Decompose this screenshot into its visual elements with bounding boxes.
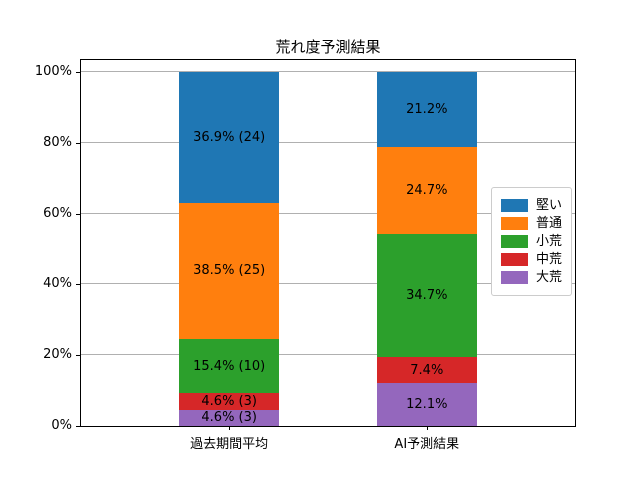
x-tick-mark bbox=[426, 426, 428, 430]
y-tick-label: 0% bbox=[51, 418, 72, 433]
y-tick-label: 60% bbox=[43, 205, 72, 221]
x-tick-mark bbox=[229, 426, 231, 430]
gridline bbox=[81, 141, 575, 143]
bar-segment: 38.5% (25) bbox=[179, 202, 280, 339]
bar-segment-label: 21.2% bbox=[406, 101, 448, 117]
y-tick-mark bbox=[76, 142, 80, 144]
bar-segment-label: 15.4% (10) bbox=[193, 358, 266, 374]
legend-label: 堅い bbox=[536, 198, 563, 213]
bar-segment-label: 24.7% bbox=[406, 182, 448, 198]
stacked-bar: 12.1% 7.4% 34.7% 24.7% 21.2% bbox=[376, 71, 477, 426]
y-tick-mark bbox=[76, 213, 80, 215]
bar-segment-label: 34.7% bbox=[406, 288, 448, 304]
gridline bbox=[81, 71, 575, 72]
chart-title: 荒れ度予測結果 bbox=[275, 38, 381, 56]
bar-segment: 36.9% (24) bbox=[179, 72, 280, 203]
y-tick-mark bbox=[76, 284, 80, 286]
bar-segment: 12.1% bbox=[376, 383, 477, 426]
x-tick-label: AI予測結果 bbox=[394, 437, 460, 452]
bar-segment-label: 12.1% bbox=[406, 397, 448, 413]
bar-segment-label: 4.6% (3) bbox=[201, 410, 257, 426]
bar-segment-label: 4.6% (3) bbox=[201, 394, 257, 410]
legend-label: 小荒 bbox=[536, 234, 563, 249]
legend-item: 堅い bbox=[501, 198, 562, 213]
bar-segment: 4.6% (3) bbox=[179, 393, 280, 410]
legend-label: 中荒 bbox=[536, 252, 563, 267]
legend-swatch bbox=[501, 217, 528, 230]
bar-segment: 4.6% (3) bbox=[179, 409, 280, 426]
legend-swatch bbox=[501, 253, 528, 266]
bar-segment: 7.4% bbox=[376, 356, 477, 384]
legend-item: 小荒 bbox=[501, 234, 562, 249]
bar-segment-label: 7.4% bbox=[410, 362, 444, 378]
y-tick-mark bbox=[76, 72, 80, 73]
gridline bbox=[81, 354, 575, 356]
y-tick-mark bbox=[76, 355, 80, 357]
stacked-bar: 4.6% (3) 4.6% (3) 15.4% (10) 38.5% (25) 36.9… bbox=[179, 72, 280, 426]
bar-segment: 15.4% (10) bbox=[179, 338, 280, 394]
legend-item: 中荒 bbox=[501, 252, 562, 267]
bar-segment: 34.7% bbox=[376, 234, 477, 357]
legend-swatch bbox=[501, 271, 528, 284]
y-tick-label: 20% bbox=[43, 347, 72, 363]
gridline bbox=[81, 212, 575, 214]
y-tick-mark bbox=[76, 426, 80, 427]
y-tick-label: 40% bbox=[43, 276, 72, 292]
legend: 堅い普通小荒中荒大荒 bbox=[491, 187, 573, 296]
bar-segment-label: 38.5% (25) bbox=[193, 263, 266, 279]
bar-segment: 21.2% bbox=[376, 71, 477, 147]
y-tick-label: 80% bbox=[43, 134, 72, 150]
legend-item: 大荒 bbox=[501, 270, 562, 285]
x-tick-label: 過去期間平均 bbox=[190, 437, 269, 452]
y-tick-label: 100% bbox=[34, 64, 72, 79]
gridline bbox=[81, 283, 575, 285]
legend-label: 普通 bbox=[536, 216, 563, 231]
legend-swatch bbox=[501, 199, 528, 212]
bar-segment-label: 36.9% (24) bbox=[193, 129, 266, 145]
legend-label: 大荒 bbox=[536, 270, 563, 285]
bar-segment: 24.7% bbox=[376, 146, 477, 235]
legend-item: 普通 bbox=[501, 216, 562, 231]
legend-swatch bbox=[501, 235, 528, 248]
